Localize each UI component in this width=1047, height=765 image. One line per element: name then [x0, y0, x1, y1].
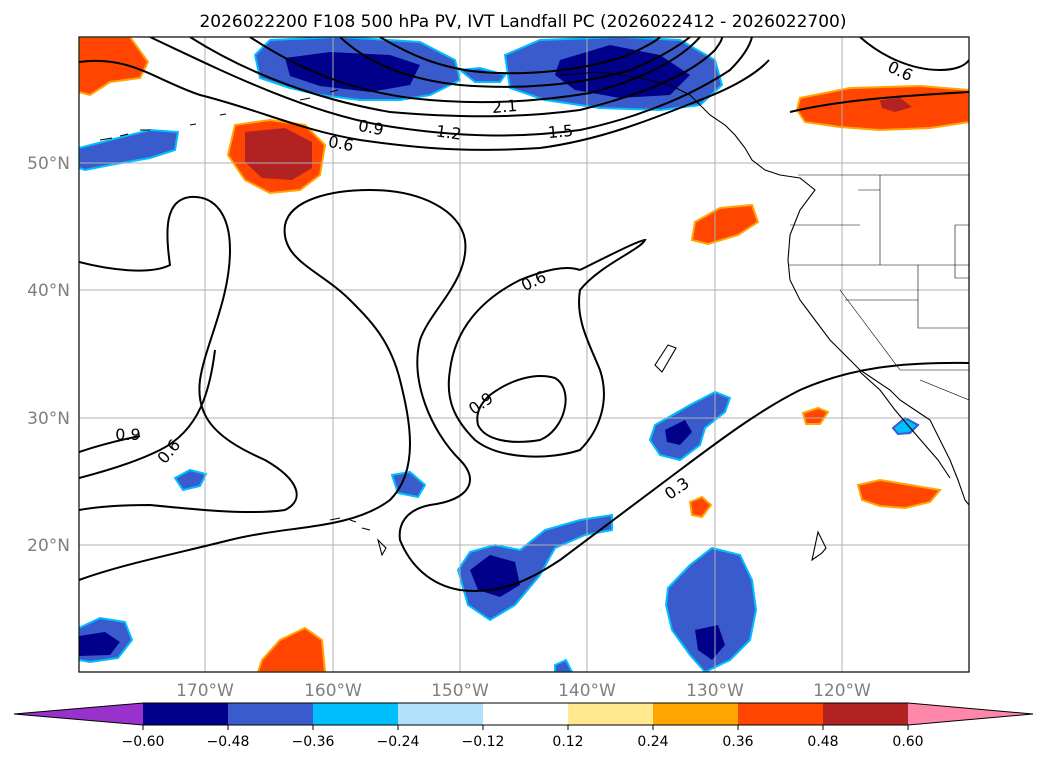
- colorbar-tick-label: −0.36: [292, 734, 335, 750]
- gridlines: [79, 37, 969, 672]
- colorbar-segment: [483, 703, 568, 725]
- colorbar-extension-max: [908, 703, 1033, 725]
- map-panel: 0.6 0.9 1.2 1.5 2.1 0.6 0.6 0.9 0.9 0.6 …: [79, 37, 969, 672]
- negative-anomaly-region: [173, 468, 208, 492]
- longitude-label: 140°W: [558, 681, 616, 701]
- colorbar-segment: [568, 703, 653, 725]
- colorbar-segment: [313, 703, 398, 725]
- strong-negative-anomaly-core: [665, 420, 692, 445]
- colorbar-segment: [823, 703, 908, 725]
- colorbar: −0.60 −0.48 −0.36 −0.24 −0.12 0.12 0.24 0.36 0.4…: [13, 702, 1034, 750]
- latitude-label: 20°N: [27, 536, 70, 556]
- positive-anomaly-region: [256, 626, 327, 672]
- strong-positive-anomaly-core: [245, 128, 312, 180]
- longitude-label: 160°W: [304, 681, 362, 701]
- colorbar-segment: [398, 703, 483, 725]
- contour-label: 1.5: [547, 121, 574, 142]
- colorbar-tick-label: −0.60: [122, 734, 165, 750]
- longitude-labels: 170°W 160°W 150°W 140°W 130°W 120°W: [176, 681, 871, 701]
- colorbar-segment: [653, 703, 738, 725]
- colorbar-extension-min: [14, 703, 143, 725]
- strong-negative-anomaly-core: [285, 52, 420, 92]
- longitude-label: 150°W: [431, 681, 489, 701]
- latitude-label: 30°N: [27, 409, 70, 429]
- map-frame: [78, 36, 970, 673]
- figure-title: 2026022200 F108 500 hPa PV, IVT Landfall…: [199, 12, 846, 32]
- contour-label: 2.1: [491, 96, 518, 117]
- longitude-label: 170°W: [176, 681, 234, 701]
- contour-label: 0.9: [115, 425, 140, 444]
- colorbar-tick-label: −0.24: [377, 734, 420, 750]
- colorbar-segment: [143, 703, 228, 725]
- latitude-label: 50°N: [27, 154, 70, 174]
- positive-anomaly-region: [79, 37, 150, 97]
- contour-label: 0.9: [357, 116, 385, 139]
- negative-anomaly-region: [554, 658, 574, 672]
- strong-negative-anomaly-core: [695, 625, 725, 660]
- latitude-labels: 50°N 40°N 30°N 20°N: [27, 154, 70, 556]
- contour-label: 0.6: [327, 132, 355, 155]
- longitude-label: 120°W: [813, 681, 871, 701]
- colorbar-tick-label: 0.60: [892, 734, 923, 750]
- pv-contours: [79, 37, 969, 592]
- negative-anomaly-region: [664, 546, 758, 672]
- positive-anomaly-region: [688, 495, 713, 519]
- colorbar-tick-label: 0.24: [637, 734, 668, 750]
- colorbar-segment: [738, 703, 823, 725]
- colorbar-tick-label: 0.36: [722, 734, 753, 750]
- latitude-label: 40°N: [27, 281, 70, 301]
- longitude-label: 130°W: [686, 681, 744, 701]
- colorbar-tick-label: 0.48: [807, 734, 838, 750]
- strong-negative-anomaly-core: [79, 632, 120, 656]
- strong-positive-anomaly-core: [880, 98, 912, 112]
- colorbar-tick-label: 0.12: [552, 734, 583, 750]
- negative-anomaly-region: [79, 128, 180, 172]
- negative-anomaly-region: [648, 390, 732, 462]
- colorbar-segment: [228, 703, 313, 725]
- positive-anomaly-region: [690, 203, 760, 246]
- coastlines: [99, 71, 969, 562]
- colorbar-tick-label: −0.48: [207, 734, 250, 750]
- positive-anomaly-region: [856, 478, 942, 510]
- contour-label: 1.2: [435, 121, 463, 143]
- colorbar-tick-label: −0.12: [462, 734, 505, 750]
